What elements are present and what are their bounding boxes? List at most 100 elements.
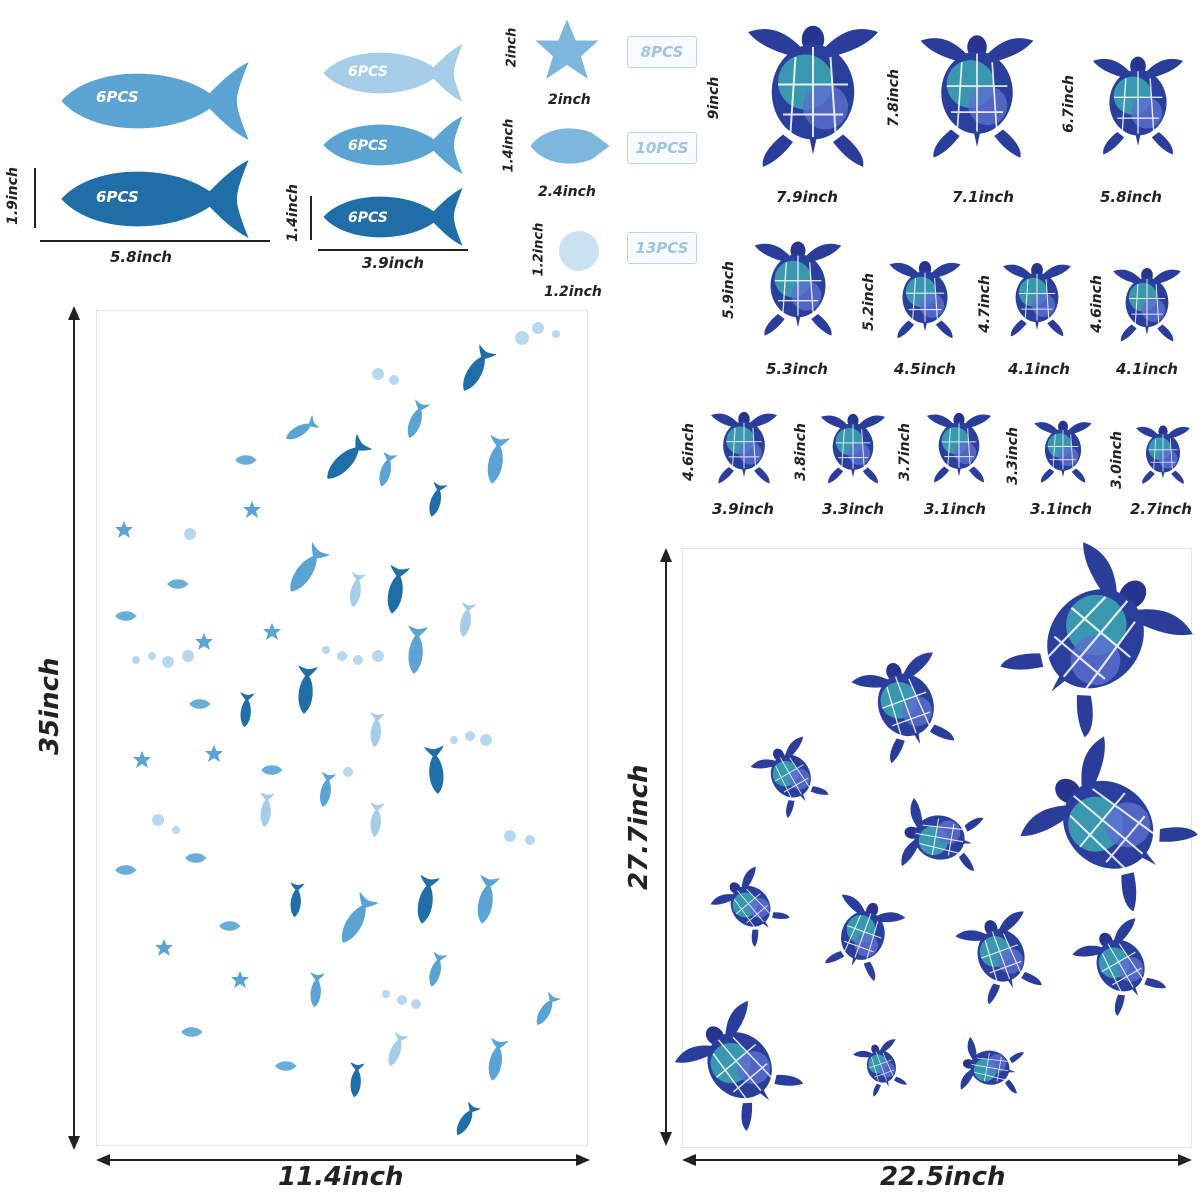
bubble-icon	[152, 814, 164, 826]
turtle-icon	[1014, 731, 1200, 924]
turtle-2-width: 7.1inch	[952, 188, 1014, 206]
turtle-2-height: 7.8inch	[886, 69, 902, 127]
turtle-5-height: 5.2inch	[861, 273, 877, 331]
fish-icon	[293, 665, 319, 715]
turtle-icon	[817, 891, 907, 985]
bubble-icon	[397, 995, 407, 1005]
turtle-12-width: 2.7inch	[1130, 500, 1192, 518]
bubble-icon	[148, 652, 156, 660]
turtle-icon	[852, 1036, 912, 1099]
shell-icon	[530, 128, 610, 164]
fish-small-2	[323, 116, 463, 174]
fish-icon	[411, 874, 441, 926]
fish-icon	[401, 399, 431, 441]
turtle-10-height: 3.7inch	[897, 423, 913, 481]
turtle-12-height: 3.0inch	[1109, 431, 1125, 489]
starfish-width-label: 2inch	[548, 92, 591, 108]
turtle-1-height: 9inch	[706, 76, 722, 120]
bubble-icon	[337, 651, 347, 661]
fish-icon	[281, 542, 331, 598]
fish-large-dark	[61, 160, 249, 238]
bubble-icon	[532, 322, 544, 334]
fish-small-width-label: 3.9inch	[362, 254, 424, 272]
bubble-icon	[504, 830, 516, 842]
turtle-3-height: 6.7inch	[1061, 75, 1077, 133]
bubble-icon	[465, 731, 475, 741]
fish-small-1	[323, 44, 463, 102]
turtle-6-width: 4.1inch	[1008, 360, 1070, 378]
shell-width-label: 2.4inch	[538, 184, 596, 200]
fish-icon	[367, 712, 385, 748]
bubble-icon	[372, 368, 384, 380]
fish-icon	[424, 951, 448, 989]
bubble-height-label: 1.2inch	[531, 222, 547, 277]
turtle-icon	[708, 863, 796, 952]
fish-panel-width-label: 11.4inch	[278, 1162, 404, 1192]
fish-icon	[481, 434, 511, 486]
dimension-line	[318, 249, 468, 251]
dimension-line	[40, 240, 270, 242]
turtle-panel-height-label: 27.7inch	[624, 764, 654, 891]
fish-icon	[455, 601, 477, 639]
fish-large-height-label: 1.9inch	[5, 167, 21, 225]
fish-icon	[257, 792, 275, 828]
turtle-icon	[957, 1036, 1026, 1100]
starfish-icon	[115, 521, 133, 538]
fish-icon	[451, 1101, 481, 1139]
dimension-arrow-vertical	[68, 306, 80, 1150]
turtle-11-width: 3.1inch	[1030, 500, 1092, 518]
fish-icon	[345, 571, 367, 609]
shell-icon	[167, 579, 189, 589]
starfish-icon	[133, 751, 151, 768]
dimension-arrow-horizontal	[96, 1154, 590, 1166]
bubble-icon	[184, 528, 196, 540]
fish-panel-height-label: 35inch	[35, 657, 65, 755]
fish-icon	[483, 1037, 509, 1083]
fish-icon	[347, 1062, 365, 1098]
shell-icon	[185, 853, 207, 863]
turtle-icon	[671, 996, 813, 1139]
shell-height-label: 1.4inch	[501, 118, 517, 173]
fish-icon	[423, 745, 449, 795]
turtle-5-width: 4.5inch	[894, 360, 956, 378]
dimension-line	[34, 168, 36, 228]
turtle-icon	[747, 24, 879, 168]
fish-small-2-pcs: 6PCS	[348, 138, 388, 154]
turtle-8-width: 3.9inch	[712, 500, 774, 518]
turtle-8-height: 4.6inch	[681, 423, 697, 481]
bubble-width-label: 1.2inch	[544, 284, 602, 300]
starfish-icon	[535, 19, 599, 79]
bubble-pcs-badge: 13PCS	[627, 232, 697, 264]
turtle-10-width: 3.1inch	[924, 500, 986, 518]
turtle-icon	[1002, 262, 1072, 337]
fish-large-dark-pcs: 6PCS	[96, 188, 139, 206]
starfish-icon	[263, 623, 281, 640]
fish-large-width-label: 5.8inch	[110, 248, 172, 266]
fish-icon	[319, 433, 373, 487]
shell-icon	[261, 765, 283, 775]
fish-icon	[237, 692, 255, 728]
starfish-icon	[155, 939, 173, 956]
fish-icon	[307, 972, 325, 1008]
bubble-icon	[343, 767, 353, 777]
turtle-icon	[849, 647, 965, 768]
bubble-icon	[353, 655, 363, 665]
bubble-icon	[552, 330, 560, 338]
fish-icon	[403, 625, 429, 675]
bubble-icon	[382, 990, 390, 998]
fish-small-3	[323, 188, 463, 246]
turtle-icon	[1069, 914, 1174, 1021]
turtle-icon	[1112, 267, 1182, 342]
shell-pcs-badge: 10PCS	[627, 132, 697, 164]
turtle-icon	[710, 411, 778, 484]
bubble-icon	[182, 650, 194, 662]
shell-icon	[235, 455, 257, 465]
turtle-icon	[888, 260, 962, 339]
turtle-icon	[898, 796, 986, 880]
bubble-icon	[132, 656, 140, 664]
fish-icon	[282, 415, 320, 445]
bubble-icon	[411, 999, 421, 1009]
turtle-icon	[1135, 425, 1191, 485]
starfish-pcs-badge: 8PCS	[627, 36, 697, 68]
turtle-scatter	[671, 535, 1200, 1139]
